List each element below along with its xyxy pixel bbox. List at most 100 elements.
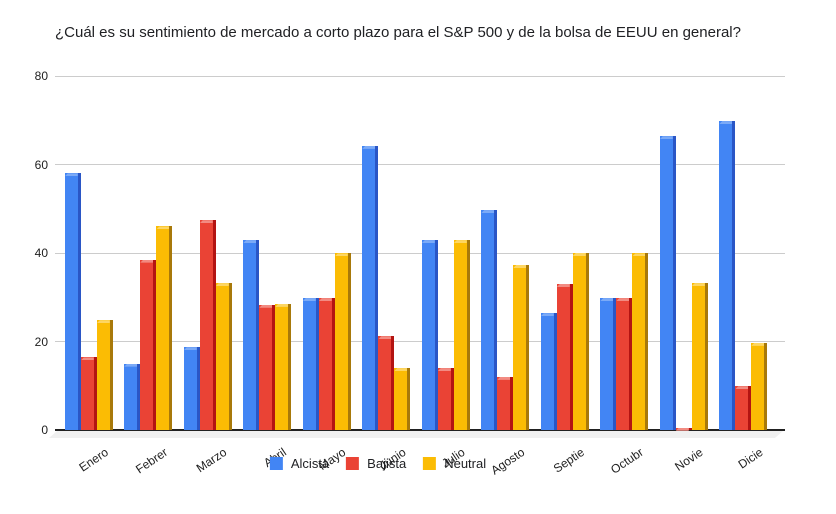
bar-front-face [318,298,332,430]
bar-neutral-novie[interactable] [691,283,708,430]
bar-side-face [748,386,752,430]
bar-front-face [199,220,213,430]
bar-side-face [466,240,470,430]
bar-side-face [569,283,573,430]
bar-front-face [735,386,749,430]
bar-front-face [183,347,197,430]
bar-top-face [394,368,408,372]
bar-top-face [275,303,289,307]
bar-alcista-mayo[interactable] [302,298,319,430]
legend-item-neutral[interactable]: Neutral [423,456,486,471]
bar-bajista-novie[interactable] [675,427,692,431]
bar-bajista-octubr[interactable] [616,298,633,430]
bar-neutral-junio[interactable] [394,368,411,430]
bar-front-face [243,240,257,430]
chart-title: ¿Cuál es su sentimiento de mercado a cor… [55,24,741,41]
bar-front-face [453,240,467,430]
bar-top-face [259,304,273,308]
bar-neutral-septie[interactable] [572,253,589,430]
x-axis-baseline [55,429,785,431]
bar-side-face [196,347,200,430]
bar-alcista-julio[interactable] [421,240,438,430]
legend-swatch-bajista [346,457,360,470]
bar-bajista-marzo[interactable] [199,220,216,430]
bar-top-face [600,298,614,302]
bar-side-face [704,283,708,430]
bar-front-face [616,298,630,430]
bar-side-face [212,220,216,430]
bar-top-face [421,240,435,244]
y-tick-label: 60 [34,157,48,172]
bar-alcista-enero[interactable] [64,173,81,430]
bar-top-face [497,376,511,380]
y-tick-label: 20 [34,334,48,349]
bar-side-face [645,253,649,430]
bar-front-face [215,283,229,430]
bar-bajista-septie[interactable] [556,283,573,430]
legend-item-alcista[interactable]: Alcista [269,456,330,471]
bar-neutral-mayo[interactable] [334,253,351,430]
bar-top-face [318,298,332,302]
bar-front-face [691,283,705,430]
bar-alcista-febrer[interactable] [124,363,141,430]
bar-bajista-enero[interactable] [80,357,97,430]
bar-neutral-marzo[interactable] [215,283,232,430]
bar-alcista-octubr[interactable] [600,298,617,430]
bar-bajista-junio[interactable] [378,336,395,430]
bar-alcista-septie[interactable] [540,313,557,430]
bar-alcista-novie[interactable] [659,136,676,430]
bar-top-face [556,283,570,287]
y-tick-label: 80 [34,69,48,83]
bar-side-face [407,368,411,430]
bar-side-face [288,303,292,430]
bar-bajista-julio[interactable] [437,368,454,430]
bar-front-face [334,253,348,430]
bar-bajista-abril[interactable] [259,304,276,430]
legend-label: Alcista [290,456,330,471]
bar-side-face [526,264,530,430]
bar-side-face [613,298,617,430]
bar-neutral-abril[interactable] [275,303,292,430]
bar-bajista-mayo[interactable] [318,298,335,430]
legend-item-bajista[interactable]: Bajista [346,456,406,471]
bar-alcista-junio[interactable] [362,145,379,430]
bar-alcista-agosto[interactable] [481,210,498,430]
bar-alcista-marzo[interactable] [183,347,200,430]
bar-bajista-dicie[interactable] [735,386,752,430]
bar-front-face [362,145,376,430]
bar-side-face [93,357,97,430]
bar-front-face [719,121,733,430]
bar-front-face [751,342,765,430]
bar-side-face [585,253,589,430]
bar-side-face [109,320,113,430]
bar-front-face [156,226,170,430]
bar-top-face [735,386,749,390]
bar-neutral-octubr[interactable] [632,253,649,430]
bar-neutral-dicie[interactable] [751,342,768,430]
bar-front-face [600,298,614,430]
bar-alcista-dicie[interactable] [719,121,736,430]
bar-top-face [80,357,94,361]
bar-top-face [183,347,197,351]
bar-top-face [362,145,376,149]
bar-top-face [140,259,154,263]
bar-neutral-agosto[interactable] [513,264,530,430]
bar-top-face [453,240,467,244]
x-tick-label-octubr: Octubr [608,445,647,477]
bar-front-face [572,253,586,430]
bar-top-face [96,320,110,324]
bar-bajista-agosto[interactable] [497,376,514,430]
bar-front-face [275,303,289,430]
bar-front-face [302,298,316,430]
bar-neutral-enero[interactable] [96,320,113,430]
bar-bajista-febrer[interactable] [140,259,157,430]
bar-top-face [302,298,316,302]
bar-side-face [553,313,557,430]
bar-top-face [751,342,765,346]
bar-neutral-julio[interactable] [453,240,470,430]
bar-neutral-febrer[interactable] [156,226,173,430]
bar-front-face [394,368,408,430]
bar-alcista-abril[interactable] [243,240,260,430]
gridline [55,252,785,254]
